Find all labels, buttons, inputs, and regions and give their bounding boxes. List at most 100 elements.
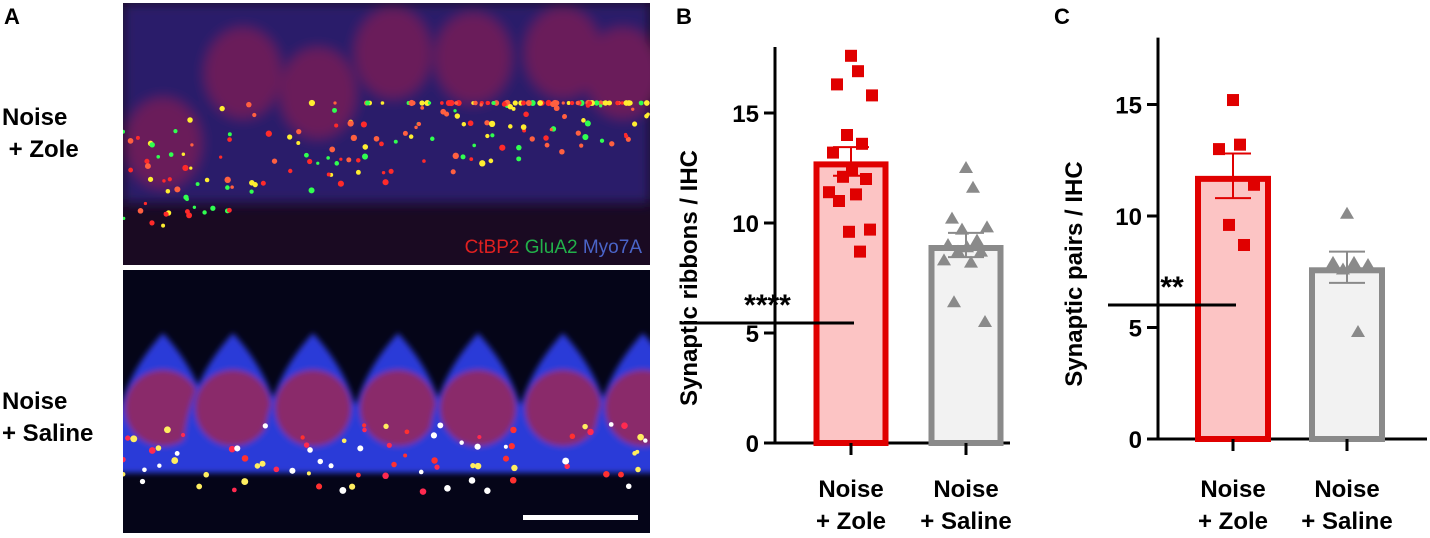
synapse-dot [564,463,570,470]
synapse-dot [562,457,570,465]
synapse-dot [196,483,203,490]
synapse-dot [157,463,162,468]
synapse-dot [382,472,389,480]
y-tick-label: 10 [1115,204,1142,231]
synapse-dot [510,426,517,434]
synapse-dot [219,155,223,159]
y-axis-label: Synaptic ribbons / IHC [676,150,703,406]
synapse-dot [373,135,380,142]
data-point [854,245,866,258]
y-tick-label: 5 [746,321,759,348]
data-point [1238,238,1250,251]
synapse-dot [316,161,320,165]
synapse-dot [603,470,610,478]
synapse-dot [521,100,526,106]
synapse-dot [543,135,549,141]
synapse-dot [599,138,605,143]
synapse-dot [621,422,628,429]
row-label-line1: Noise [2,388,68,415]
synapse-dot [219,105,225,112]
significance-stars: **** [744,289,791,322]
synapse-dot [509,476,517,484]
y-tick-label: 5 [1129,316,1142,343]
synapse-dot [422,159,426,163]
synapse-dot [454,101,459,105]
synapse-dot [508,443,515,450]
synapse-dot [184,209,190,215]
synapse-dot [470,463,476,469]
synapse-dot [523,111,529,118]
data-point [833,195,845,207]
synapse-dot [516,144,522,151]
synapse-dot [391,461,397,468]
data-point [959,161,973,173]
synapse-dot [183,194,189,200]
synapse-dot [306,471,311,476]
synapse-dot [553,105,560,112]
synapse-dot [460,154,466,160]
synapse-dot [503,444,508,449]
bar [928,245,1004,446]
synapse-dot [357,445,364,452]
bar [813,161,889,446]
data-point [966,180,980,193]
synapse-dot [380,101,385,105]
synapse-dot [333,101,337,105]
y-tick-label: 10 [732,211,759,238]
synapse-dot [490,133,495,138]
channel-legend: CtBP2 GluA2 Myo7A [465,237,643,258]
nucleus [525,370,601,446]
synapse-dot [582,423,588,430]
data-point [845,49,857,62]
synapse-dot [459,440,464,445]
synapse-dot [362,423,367,428]
synapse-dot [386,442,392,448]
synapse-dot [249,180,255,186]
nucleus [205,28,281,118]
synapse-dot [347,120,354,127]
synapse-dot [181,152,186,157]
synapse-dot [300,435,305,440]
synapse-dot [414,125,418,130]
row-label-line2: + Saline [2,420,94,447]
synapse-dot [419,100,425,106]
synapse-dot [575,100,580,106]
synapse-dot [271,158,278,164]
synapse-dot [468,477,476,484]
synapse-dot [230,185,234,189]
synapse-dot [339,486,347,494]
synapse-dot [362,153,369,160]
bar [1309,267,1385,443]
synapse-dot [307,447,313,453]
synapse-dot [448,99,455,107]
y-tick-label: 0 [1129,427,1142,454]
data-point [947,295,961,308]
synapse-dot [416,121,422,127]
y-tick-label: 15 [732,101,759,128]
synapse-dot [265,130,272,137]
nucleus [585,28,650,118]
data-point [1227,94,1239,107]
synapse-dot [195,182,200,186]
synapse-dot [355,169,361,175]
synapse-dot [566,101,571,105]
synapse-dot [452,152,459,160]
synapse-dot [356,158,361,163]
synapse-dot [507,103,513,110]
synapse-dot [593,100,600,106]
synapse-dot [434,464,440,470]
synapse-dot [252,112,257,118]
synapse-dot [444,484,451,492]
synapse-dot [339,157,343,161]
synapse-dot [123,471,126,477]
synapse-dot [581,118,586,123]
synapse-dot [474,462,482,470]
synapse-dot [575,130,581,136]
synapse-dot [602,100,609,106]
synapse-dot [632,451,637,456]
synapse-dot [488,158,494,164]
data-point [951,244,965,257]
synapse-dot [598,100,604,106]
synapse-dot [623,132,628,137]
